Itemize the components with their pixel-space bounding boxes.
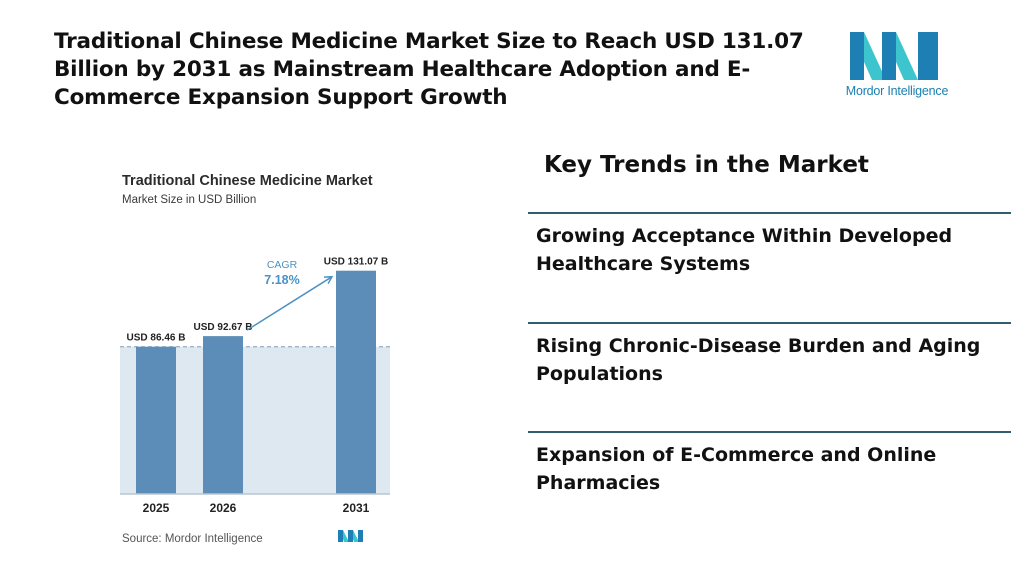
key-trends-title: Key Trends in the Market [544,152,869,178]
market-size-chart: Traditional Chinese Medicine Market Mark… [110,160,400,560]
headline: Traditional Chinese Medicine Market Size… [54,29,804,110]
trend-item: Growing Acceptance Within Developed Heal… [536,225,953,275]
bar [136,346,176,494]
chart-svg: Traditional Chinese Medicine Market Mark… [120,173,390,545]
trend-item: Expansion of E-Commerce and Online Pharm… [536,444,937,494]
chart-source: Source: Mordor Intelligence [122,533,263,545]
bar-value-label: USD 92.67 B [194,322,253,333]
trend-divider [528,431,1011,433]
cagr-label: CAGR [267,259,298,271]
mordor-intelligence-logo: Mordor Intelligence [838,30,956,102]
trend-item: Rising Chronic-Disease Burden and Aging … [536,335,981,385]
cagr-arrow [246,276,333,331]
source-logo-icon [338,530,363,542]
bar-value-label: USD 86.46 B [127,333,186,344]
trend-divider [528,212,1011,214]
cagr-value: 7.18% [264,273,299,287]
trend-divider [528,322,1011,324]
bar [203,336,243,494]
logo-mark-icon [850,32,938,80]
chart-title: Traditional Chinese Medicine Market [122,173,373,189]
bar [336,270,376,494]
logo-text: Mordor Intelligence [845,84,949,98]
x-tick-label: 2025 [143,501,170,515]
chart-subtitle: Market Size in USD Billion [122,194,256,206]
bar-value-label: USD 131.07 B [324,257,388,268]
x-tick-label: 2026 [210,501,237,515]
cagr-arrow-head [323,275,334,285]
x-tick-label: 2031 [343,501,370,515]
